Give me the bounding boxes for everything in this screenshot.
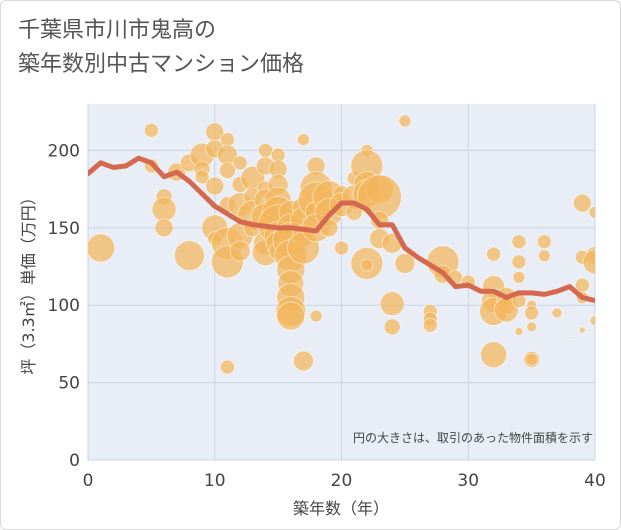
data-point: [511, 234, 527, 250]
data-point: [511, 254, 527, 270]
y-tick-label: 0: [69, 451, 80, 471]
data-point: [173, 240, 205, 272]
data-point: [512, 270, 526, 284]
data-point: [151, 196, 177, 222]
data-point: [293, 350, 314, 372]
data-point: [143, 122, 159, 138]
data-point: [383, 318, 401, 336]
data-point: [398, 114, 412, 128]
data-point: [194, 169, 210, 185]
data-point: [154, 218, 174, 238]
x-tick-label: 30: [457, 471, 479, 491]
y-tick-label: 100: [48, 296, 80, 316]
data-point: [578, 326, 586, 334]
data-point: [232, 155, 248, 171]
data-point: [536, 234, 552, 250]
data-point: [297, 133, 310, 147]
data-point: [205, 176, 225, 196]
trend-line: [88, 155, 595, 304]
data-point: [568, 325, 572, 329]
data-point: [394, 253, 416, 274]
data-point: [588, 205, 595, 219]
data-point: [309, 309, 323, 323]
data-point: [514, 327, 524, 336]
data-point: [568, 292, 572, 296]
title-line-2: 築年数別中古マンション価格: [18, 52, 305, 77]
data-point: [334, 240, 349, 256]
y-axis-title: 坪（3.3㎡）単価（万円）: [19, 189, 38, 374]
data-point: [480, 341, 508, 369]
data-point: [220, 359, 235, 375]
data-point: [526, 321, 538, 333]
page-title: 千葉県市川市鬼高の 築年数別中古マンション価格: [18, 14, 304, 82]
data-point: [537, 249, 551, 263]
data-point: [525, 352, 539, 366]
x-tick-labels: 0 10 20 30 40: [83, 471, 606, 491]
x-tick-label: 10: [204, 471, 226, 491]
y-tick-labels: 0 50 100 150 200: [48, 141, 80, 471]
data-point: [572, 193, 592, 213]
data-point: [88, 233, 116, 263]
x-tick-label: 20: [331, 471, 353, 491]
data-point: [276, 301, 306, 331]
data-point: [229, 240, 251, 262]
data-point: [524, 305, 540, 321]
data-point: [466, 299, 470, 302]
x-tick-label: 40: [584, 471, 606, 491]
y-tick-label: 200: [48, 141, 80, 161]
y-tick-label: 50: [58, 374, 80, 394]
data-point: [568, 336, 572, 340]
bubble-layer: [88, 114, 595, 375]
data-point: [582, 249, 595, 275]
data-point: [486, 246, 502, 262]
data-point: [220, 132, 235, 148]
data-point: [379, 291, 405, 317]
data-point: [574, 277, 590, 293]
data-point: [422, 317, 438, 333]
data-point: [258, 143, 273, 158]
y-tick-label: 150: [48, 219, 80, 239]
title-line-1: 千葉県市川市鬼高の: [18, 18, 217, 43]
x-axis-title: 築年数（年）: [293, 499, 389, 518]
x-tick-label: 0: [83, 471, 94, 491]
data-point: [589, 315, 595, 327]
data-point: [360, 258, 374, 272]
data-point: [551, 307, 563, 319]
bubble-size-note: 円の大きさは、取引のあった物件面積を示す: [353, 430, 593, 445]
data-point: [219, 162, 236, 179]
data-point: [568, 310, 572, 313]
